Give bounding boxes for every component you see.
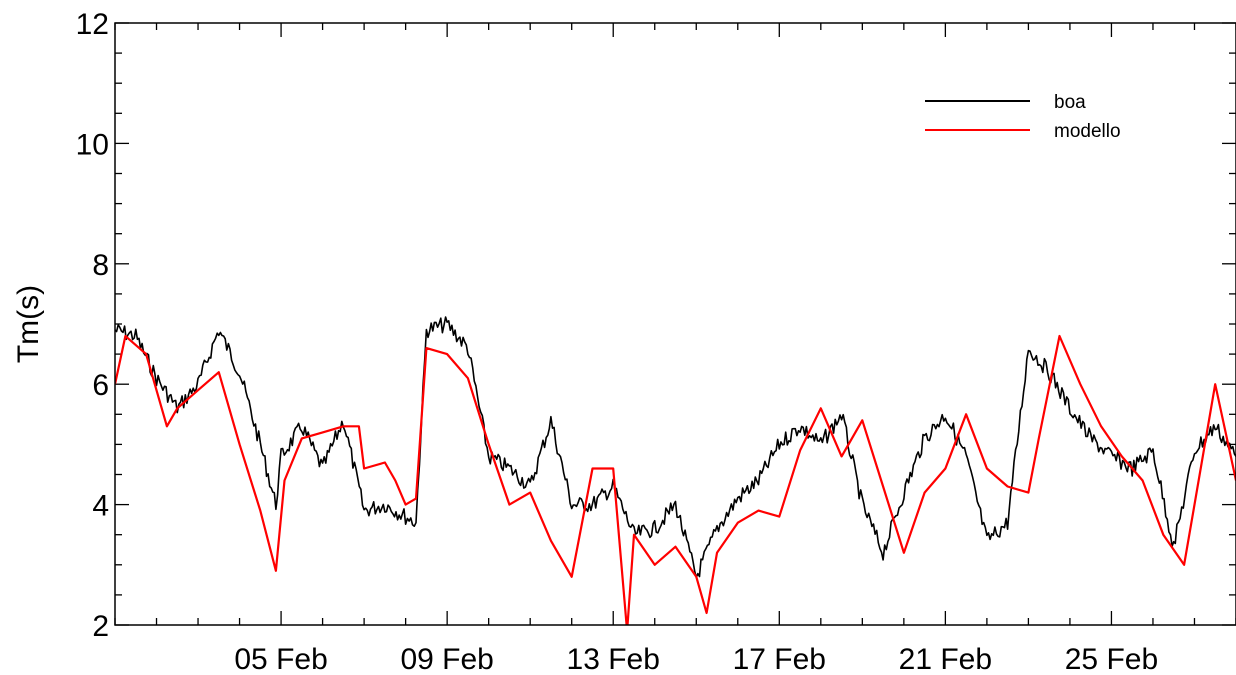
legend-label-boa: boa bbox=[1054, 92, 1086, 113]
series-line-modello bbox=[115, 334, 1236, 625]
x-tick-label: 09 Feb bbox=[400, 643, 493, 675]
plot-frame bbox=[114, 22, 1236, 626]
x-tick-label: 05 Feb bbox=[234, 643, 327, 675]
y-tick-label: 2 bbox=[92, 610, 109, 643]
axis-ticks bbox=[114, 22, 1236, 626]
legend-label-modello: modello bbox=[1054, 121, 1121, 142]
y-tick-label: 10 bbox=[76, 128, 109, 161]
x-tick-label: 17 Feb bbox=[733, 643, 826, 675]
tick-labels: 2 4 6 8 10 12 05 Feb 09 Feb 13 Feb 17 Feb 21 Feb 25… bbox=[76, 8, 1159, 675]
legend: boa modello bbox=[925, 92, 1121, 142]
y-tick-label: 8 bbox=[92, 249, 109, 282]
y-axis-label: Tm(s) bbox=[12, 285, 45, 363]
x-tick-label: 13 Feb bbox=[567, 643, 660, 675]
y-tick-label: 4 bbox=[92, 490, 109, 523]
series-lines bbox=[115, 316, 1236, 625]
x-tick-label: 25 Feb bbox=[1065, 643, 1158, 675]
y-tick-label: 6 bbox=[92, 369, 109, 402]
y-tick-label: 12 bbox=[76, 8, 109, 41]
x-tick-label: 21 Feb bbox=[899, 643, 992, 675]
